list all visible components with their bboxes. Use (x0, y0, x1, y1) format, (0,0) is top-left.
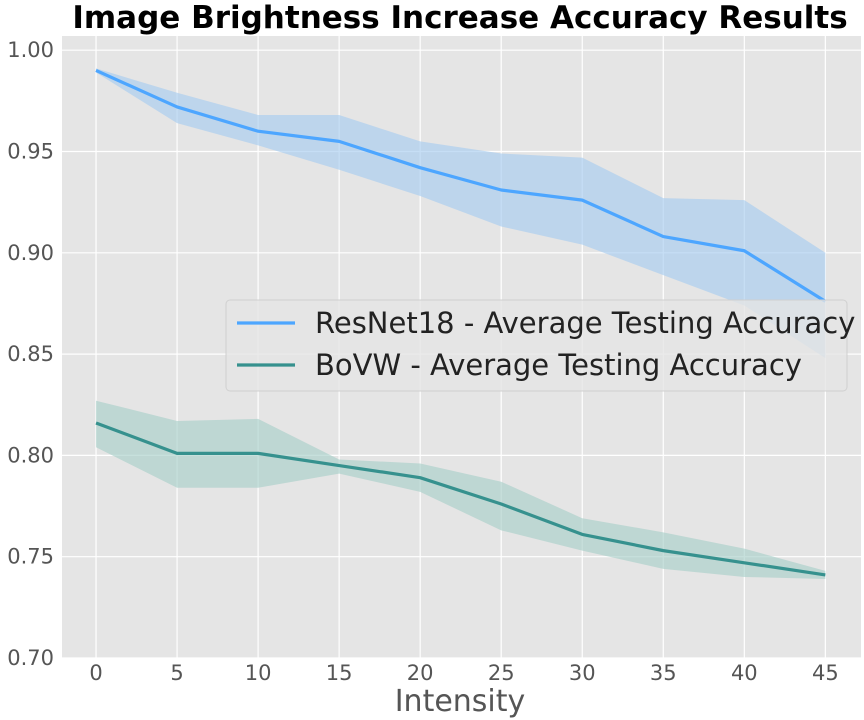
x-tick-labels: 0 5 10 15 20 25 30 35 40 45 (89, 661, 838, 685)
x-tick-label: 25 (488, 661, 515, 685)
series-line-1 (95, 421, 826, 577)
y-tick-label: 0.80 (7, 443, 54, 467)
x-axis-label: Intensity (395, 684, 526, 719)
x-tick-label: 15 (326, 661, 353, 685)
legend: ResNet18 - Average Testing Accuracy BoVW … (225, 299, 855, 392)
legend-label: BoVW - Average Testing Accuracy (315, 348, 802, 382)
x-tick-label: 45 (812, 661, 839, 685)
x-tick-label: 30 (569, 661, 596, 685)
legend-label: ResNet18 - Average Testing Accuracy (315, 306, 855, 340)
chart-title: Image Brightness Increase Accuracy Resul… (72, 0, 847, 36)
y-tick-label: 0.90 (7, 241, 54, 265)
x-tick-label: 5 (170, 661, 183, 685)
x-tick-label: 0 (89, 661, 102, 685)
y-tick-label: 0.85 (7, 342, 54, 366)
x-tick-label: 10 (245, 661, 272, 685)
y-tick-label: 0.70 (7, 646, 54, 670)
y-tick-labels: 0.70 0.75 0.80 0.85 0.90 0.95 1.00 (7, 38, 54, 670)
x-tick-label: 20 (407, 661, 434, 685)
x-tick-label: 40 (731, 661, 758, 685)
y-tick-label: 0.75 (7, 545, 54, 569)
series-line-0 (95, 68, 827, 303)
y-tick-label: 1.00 (7, 38, 54, 62)
y-tick-label: 0.95 (7, 139, 54, 163)
x-tick-label: 35 (650, 661, 677, 685)
legend-box (225, 299, 848, 392)
confidence-band-0 (96, 68, 826, 359)
